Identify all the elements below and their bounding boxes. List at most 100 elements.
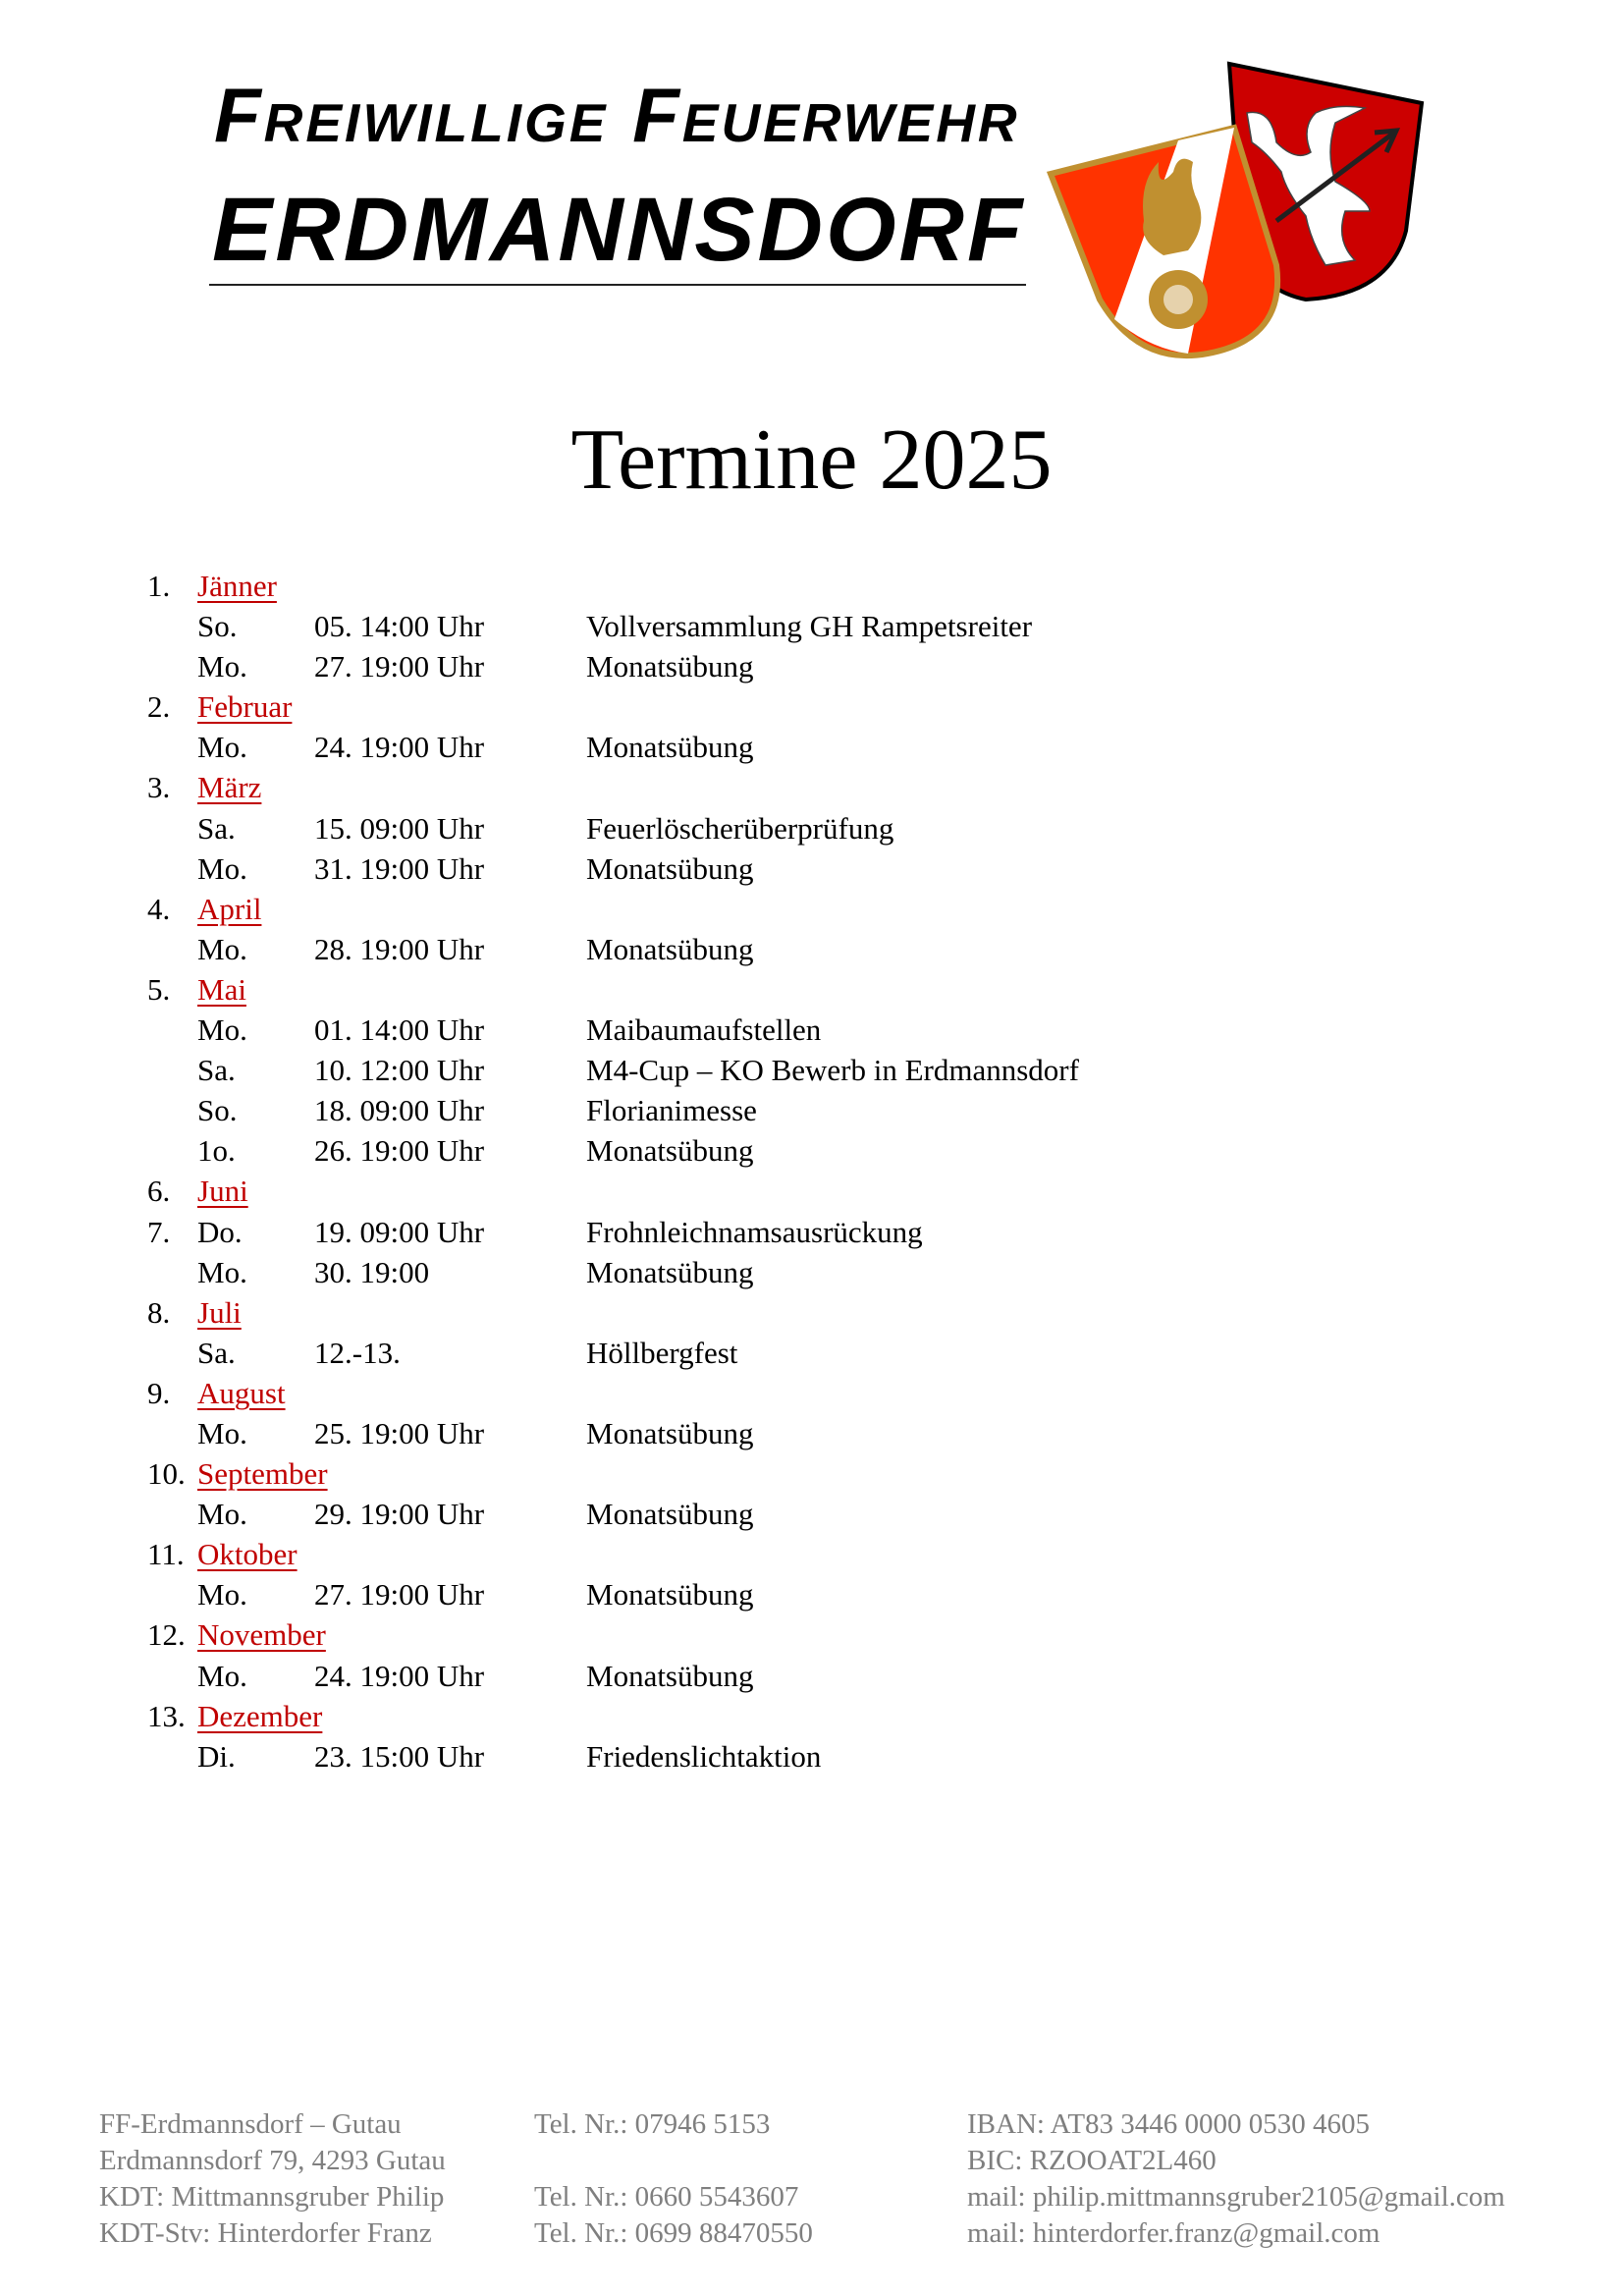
- footer-bank-mail: mail: hinterdorfer.franz@gmail.com: [967, 2217, 1380, 2249]
- weekday: So.: [197, 1093, 238, 1128]
- footer-phone: Tel. Nr.: 07946 5153: [534, 2108, 771, 2140]
- logo: [1046, 61, 1425, 359]
- event-description: Monatsübung: [586, 1577, 754, 1613]
- month-heading-row: 2. Februar: [0, 686, 1623, 727]
- item-number: 10.: [147, 1456, 186, 1492]
- event-row: Mo. 24. 19:00 Uhr Monatsübung: [0, 727, 1623, 767]
- weekday: Mo.: [197, 730, 247, 765]
- item-number: 6.: [147, 1174, 171, 1209]
- event-description: Monatsübung: [586, 1497, 754, 1532]
- event-description: Monatsübung: [586, 1254, 754, 1289]
- month-link[interactable]: August: [197, 1375, 286, 1410]
- event-description: Monatsübung: [586, 931, 754, 966]
- header-line-1: Freiwillige Feuerwehr: [214, 72, 1020, 158]
- event-list: 1. Jänner So. 05. 14:00 Uhr Vollversammlung …: [0, 566, 1623, 1777]
- weekday: Mo.: [197, 1415, 247, 1450]
- event-row: Mo. 31. 19:00 Uhr Monatsübung: [0, 848, 1623, 889]
- footer: FF-Erdmannsdorf – Gutau Tel. Nr.: 07946 5…: [0, 2106, 1623, 2252]
- event-description: Monatsübung: [586, 850, 754, 886]
- item-number: 5.: [147, 971, 171, 1007]
- weekday: Mo.: [197, 1012, 247, 1048]
- event-date-time: 12.-13.: [314, 1335, 401, 1370]
- event-date-time: 25. 19:00 Uhr: [314, 1415, 485, 1450]
- footer-row: KDT-Stv: Hinterdorfer Franz Tel. Nr.: 069…: [0, 2215, 1623, 2252]
- event-description: Monatsübung: [586, 1658, 754, 1693]
- weekday: Mo.: [197, 1577, 247, 1613]
- footer-bank-mail: BIC: RZOOAT2L460: [967, 2145, 1217, 2176]
- item-number: 1.: [147, 569, 171, 603]
- page-title: Termine 2025: [570, 412, 1053, 508]
- month-heading-row: 9. August: [0, 1373, 1623, 1413]
- footer-bank-mail: mail: philip.mittmannsgruber2105@gmail.c…: [967, 2181, 1505, 2213]
- footer-row: KDT: Mittmannsgruber Philip Tel. Nr.: 066…: [0, 2179, 1623, 2215]
- item-number: 7.: [147, 1214, 171, 1249]
- month-link[interactable]: April: [197, 891, 262, 926]
- event-description: Friedenslichtaktion: [586, 1738, 822, 1774]
- month-heading-row: 1. Jänner: [0, 566, 1623, 606]
- event-row: Mo. 27. 19:00 Uhr Monatsübung: [0, 1574, 1623, 1614]
- weekday: 1o.: [197, 1133, 236, 1169]
- event-description: Vollversammlung GH Rampetsreiter: [586, 609, 1033, 644]
- weekday: Mo.: [197, 1658, 247, 1693]
- month-link[interactable]: Juni: [197, 1174, 248, 1209]
- event-row: 1o. 26. 19:00 Uhr Monatsübung: [0, 1130, 1623, 1171]
- month-heading-row: 12. November: [0, 1614, 1623, 1655]
- event-date-time: 05. 14:00 Uhr: [314, 609, 485, 644]
- event-description: M4-Cup – KO Bewerb in Erdmannsdorf: [586, 1053, 1079, 1088]
- month-link[interactable]: März: [197, 770, 262, 805]
- month-heading-row: 13. Dezember: [0, 1696, 1623, 1736]
- footer-contact: FF-Erdmannsdorf – Gutau: [99, 2108, 402, 2140]
- header-line-2: ERDMANNSDORF: [212, 180, 1026, 280]
- municipal-coat-of-arms-deer-icon: [1226, 61, 1425, 302]
- item-number: 11.: [147, 1537, 185, 1572]
- item-number: 8.: [147, 1294, 171, 1330]
- month-heading-row: 11. Oktober: [0, 1534, 1623, 1574]
- event-row: Mo. 25. 19:00 Uhr Monatsübung: [0, 1413, 1623, 1453]
- month-link[interactable]: Jänner: [197, 569, 277, 603]
- event-date-time: 28. 19:00 Uhr: [314, 931, 485, 966]
- footer-phone: Tel. Nr.: 0699 88470550: [534, 2217, 813, 2249]
- event-row: So. 18. 09:00 Uhr Florianimesse: [0, 1090, 1623, 1130]
- item-number: 12.: [147, 1617, 186, 1653]
- footer-contact: KDT: Mittmannsgruber Philip: [99, 2181, 445, 2213]
- weekday: Sa.: [197, 1335, 236, 1370]
- month-link[interactable]: November: [197, 1617, 326, 1653]
- weekday: Mo.: [197, 1497, 247, 1532]
- month-link[interactable]: Februar: [197, 689, 293, 725]
- event-description: Frohnleichnamsausrückung: [586, 1214, 923, 1249]
- event-date-time: 31. 19:00 Uhr: [314, 850, 485, 886]
- event-description: Höllbergfest: [586, 1335, 738, 1370]
- month-link[interactable]: Juli: [197, 1294, 242, 1330]
- event-row: Sa. 15. 09:00 Uhr Feuerlöscherüberprüfung: [0, 808, 1623, 848]
- event-row: Sa. 12.-13. Höllbergfest: [0, 1333, 1623, 1373]
- event-date-time: 27. 19:00 Uhr: [314, 649, 485, 684]
- event-date-time: 15. 09:00 Uhr: [314, 810, 485, 846]
- event-date-time: 23. 15:00 Uhr: [314, 1738, 485, 1774]
- header-divider: [209, 284, 1026, 286]
- month-link[interactable]: Dezember: [197, 1698, 323, 1733]
- footer-bank-mail: IBAN: AT83 3446 0000 0530 4605: [967, 2108, 1371, 2140]
- weekday: Di.: [197, 1738, 236, 1774]
- event-date-time: 19. 09:00 Uhr: [314, 1214, 485, 1249]
- event-description: Monatsübung: [586, 1133, 754, 1169]
- weekday: Mo.: [197, 649, 247, 684]
- event-row: Mo. 24. 19:00 Uhr Monatsübung: [0, 1656, 1623, 1696]
- event-description: Maibaumaufstellen: [586, 1012, 822, 1048]
- month-heading-row: 6. Juni: [0, 1171, 1623, 1211]
- event-row: Di. 23. 15:00 Uhr Friedenslichtaktion: [0, 1736, 1623, 1777]
- event-row: 7. Do. 19. 09:00 Uhr Frohnleichnamsausrücku…: [0, 1212, 1623, 1252]
- month-link[interactable]: Oktober: [197, 1537, 298, 1572]
- event-description: Monatsübung: [586, 730, 754, 765]
- event-date-time: 01. 14:00 Uhr: [314, 1012, 485, 1048]
- item-number: 13.: [147, 1698, 186, 1733]
- month-link[interactable]: September: [197, 1456, 328, 1492]
- event-row: Sa. 10. 12:00 Uhr M4-Cup – KO Bewerb in Er…: [0, 1050, 1623, 1090]
- month-link[interactable]: Mai: [197, 971, 246, 1007]
- fire-brigade-crest-icon: [1046, 124, 1281, 359]
- month-heading-row: 5. Mai: [0, 969, 1623, 1010]
- event-description: Monatsübung: [586, 1415, 754, 1450]
- footer-phone: Tel. Nr.: 0660 5543607: [534, 2181, 799, 2213]
- weekday: Sa.: [197, 810, 236, 846]
- weekday: So.: [197, 609, 238, 644]
- event-row: Mo. 28. 19:00 Uhr Monatsübung: [0, 929, 1623, 969]
